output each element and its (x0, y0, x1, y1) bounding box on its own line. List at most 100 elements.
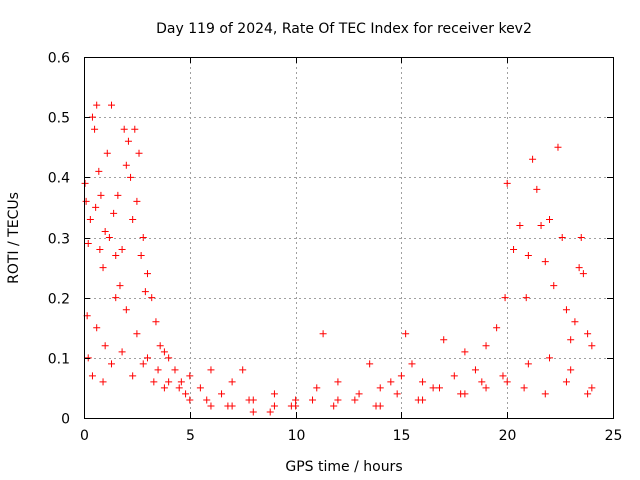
data-point-0-103 (249, 408, 257, 416)
data-point-0-58 (402, 330, 410, 338)
data-point-0-71 (516, 221, 524, 229)
data-point-0-77 (541, 258, 549, 266)
data-point-0-21 (118, 246, 126, 254)
data-point-0-90 (84, 354, 92, 362)
data-point-0-35 (152, 318, 160, 326)
data-point-0-13 (101, 227, 109, 235)
data-point-0-3 (84, 240, 92, 248)
data-point-0-17 (110, 209, 118, 217)
data-point-0-11 (97, 191, 105, 199)
data-point-0-87 (579, 270, 587, 278)
data-point-0-104 (270, 402, 278, 410)
data-point-0-97 (154, 366, 162, 374)
data-point-0-25 (127, 173, 135, 181)
data-point-0-66 (482, 342, 490, 350)
data-point-0-69 (503, 179, 511, 187)
data-point-0-135 (414, 396, 422, 404)
data-point-0-123 (160, 384, 168, 392)
y-tick-label-0: 0 (61, 412, 70, 428)
data-point-0-73 (524, 252, 532, 260)
data-point-0-39 (171, 366, 179, 374)
data-point-0-143 (584, 390, 592, 398)
data-point-0-30 (137, 252, 145, 260)
x-tick-label-5: 25 (605, 428, 623, 444)
data-point-0-12 (99, 264, 107, 272)
data-point-0-93 (112, 294, 120, 302)
data-point-0-36 (156, 342, 164, 350)
data-point-0-116 (88, 372, 96, 380)
data-point-0-78 (546, 215, 554, 223)
y-axis-label: ROTI / TECUs (6, 192, 22, 284)
data-point-0-43 (207, 366, 215, 374)
data-point-0-19 (114, 191, 122, 199)
data-point-0-64 (461, 348, 469, 356)
data-point-0-140 (520, 384, 528, 392)
data-point-0-106 (334, 396, 342, 404)
data-point-0-57 (397, 372, 405, 380)
data-point-0-128 (266, 408, 274, 416)
data-point-0-51 (319, 330, 327, 338)
data-point-0-37 (160, 348, 168, 356)
data-point-0-122 (150, 378, 158, 386)
data-point-0-115 (588, 384, 596, 392)
x-axis-label: GPS time / hours (285, 459, 402, 475)
data-point-0-120 (129, 372, 137, 380)
data-point-0-92 (101, 342, 109, 350)
data-point-0-32 (141, 288, 149, 296)
data-point-0-40 (177, 378, 185, 386)
chart-title: Day 119 of 2024, Rate Of TEC Index for r… (156, 21, 532, 37)
data-point-0-91 (93, 324, 101, 332)
data-point-0-85 (575, 264, 583, 272)
data-point-0-61 (429, 384, 437, 392)
data-point-0-127 (245, 396, 253, 404)
data-point-0-94 (122, 306, 130, 314)
data-point-0-98 (165, 378, 173, 386)
data-point-0-76 (537, 221, 545, 229)
data-point-0-55 (376, 384, 384, 392)
data-point-0-110 (482, 384, 490, 392)
data-point-0-126 (224, 402, 232, 410)
y-tick-label-4: 0.4 (48, 171, 70, 187)
data-point-0-10 (96, 246, 104, 254)
y-tick-label-1: 0.1 (48, 352, 70, 368)
data-point-0-72 (522, 294, 530, 302)
data-point-0-130 (309, 396, 317, 404)
y-tick-label-5: 0.5 (48, 111, 70, 127)
data-point-0-111 (503, 378, 511, 386)
data-point-0-9 (95, 167, 103, 175)
data-point-0-18 (112, 252, 120, 260)
data-point-0-112 (524, 360, 532, 368)
x-tick-label-3: 15 (393, 428, 411, 444)
data-point-0-137 (457, 390, 465, 398)
data-point-0-29 (135, 149, 143, 157)
data-point-0-67 (493, 324, 501, 332)
data-point-0-14 (103, 149, 111, 157)
data-point-0-134 (393, 390, 401, 398)
data-point-0-75 (533, 185, 541, 193)
data-point-0-138 (478, 378, 486, 386)
data-point-0-141 (541, 390, 549, 398)
data-point-0-15 (105, 234, 113, 241)
x-tick-label-2: 10 (288, 428, 306, 444)
data-point-0-48 (270, 390, 278, 398)
data-point-0-22 (120, 125, 128, 133)
data-point-0-125 (203, 396, 211, 404)
data-point-0-136 (435, 384, 443, 392)
data-point-0-31 (139, 234, 147, 241)
data-point-0-81 (558, 234, 566, 241)
data-point-0-63 (450, 372, 458, 380)
data-point-0-53 (355, 390, 363, 398)
data-point-0-45 (228, 378, 236, 386)
data-point-0-74 (529, 155, 537, 163)
data-point-0-142 (562, 378, 570, 386)
data-point-0-82 (562, 306, 570, 314)
data-point-0-84 (571, 318, 579, 326)
data-point-0-80 (554, 143, 562, 151)
data-point-0-118 (108, 360, 116, 368)
data-point-0-88 (584, 330, 592, 338)
data-point-0-114 (567, 366, 575, 374)
data-point-0-99 (175, 384, 183, 392)
data-point-0-49 (292, 396, 300, 404)
data-point-0-7 (92, 203, 100, 211)
x-tick-label-1: 5 (186, 428, 195, 444)
